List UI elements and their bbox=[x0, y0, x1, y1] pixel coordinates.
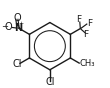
Text: Cl: Cl bbox=[13, 59, 22, 69]
Text: +: + bbox=[18, 21, 24, 26]
Text: Cl: Cl bbox=[45, 77, 55, 87]
Text: F: F bbox=[87, 19, 92, 28]
Text: F: F bbox=[76, 15, 82, 24]
Text: O: O bbox=[14, 12, 21, 23]
Text: CH₃: CH₃ bbox=[80, 59, 95, 68]
Text: −: − bbox=[1, 22, 8, 31]
Text: O: O bbox=[4, 22, 12, 32]
Text: N: N bbox=[14, 23, 22, 33]
Text: F: F bbox=[84, 30, 89, 40]
